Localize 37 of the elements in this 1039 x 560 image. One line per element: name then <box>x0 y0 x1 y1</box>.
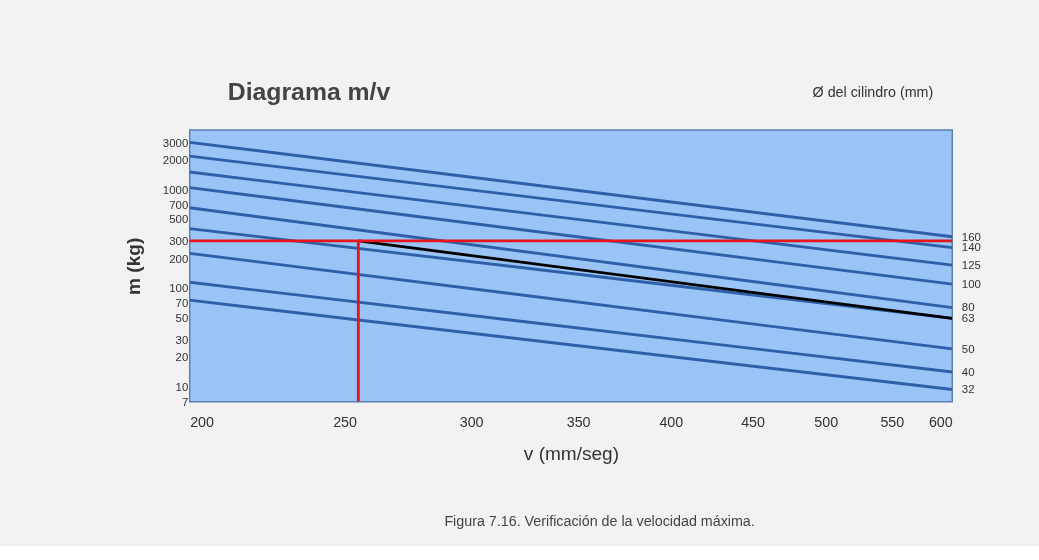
x-tick-label: 350 <box>566 413 591 430</box>
y-tick-label: 1000 <box>162 183 189 196</box>
series-label: 140 <box>961 241 981 254</box>
x-tick-label: 200 <box>190 413 215 430</box>
x-tick-label: 250 <box>333 413 358 430</box>
series-label: 80 <box>961 301 975 314</box>
y-tick-label: 2000 <box>162 153 189 166</box>
series-label: 32 <box>961 383 975 396</box>
y-tick-label: 3000 <box>162 136 189 149</box>
y-tick-label: 200 <box>169 252 189 265</box>
x-tick-label: 500 <box>814 413 839 430</box>
y-tick-label: 70 <box>175 297 189 310</box>
y-tick-label: 500 <box>169 213 189 226</box>
y-tick-label: 7 <box>181 395 189 408</box>
series-label: 160 <box>961 230 981 243</box>
series-label: 63 <box>961 312 975 325</box>
x-tick-label: 450 <box>741 413 766 430</box>
chart-title: Diagrama m/v <box>227 77 391 105</box>
x-tick-label: 550 <box>880 413 905 430</box>
y-tick-label: 300 <box>169 235 189 248</box>
text: Figura 7.16. Verificación de la velocidad máxima. <box>444 512 755 529</box>
x-tick-label: 300 <box>459 413 484 430</box>
x-tick-label: 600 <box>928 413 953 430</box>
y-tick-label: 10 <box>175 380 189 393</box>
y-tick-label: 100 <box>169 282 189 295</box>
series-label: 100 <box>961 278 981 291</box>
legend-title: Ø del cilindro (mm) <box>812 83 934 100</box>
y-tick-label: 700 <box>169 198 189 211</box>
series-label: 50 <box>961 342 975 355</box>
x-tick-label: 400 <box>659 413 684 430</box>
y-tick-label: 20 <box>175 351 189 364</box>
y-tick-label: 30 <box>175 333 189 346</box>
x-axis-title: v (mm/seg) <box>523 443 620 465</box>
series-label: 40 <box>961 365 975 378</box>
series-label: 125 <box>961 258 981 271</box>
y-tick-label: 50 <box>175 311 189 324</box>
y-axis-title: m (kg) <box>122 237 144 295</box>
